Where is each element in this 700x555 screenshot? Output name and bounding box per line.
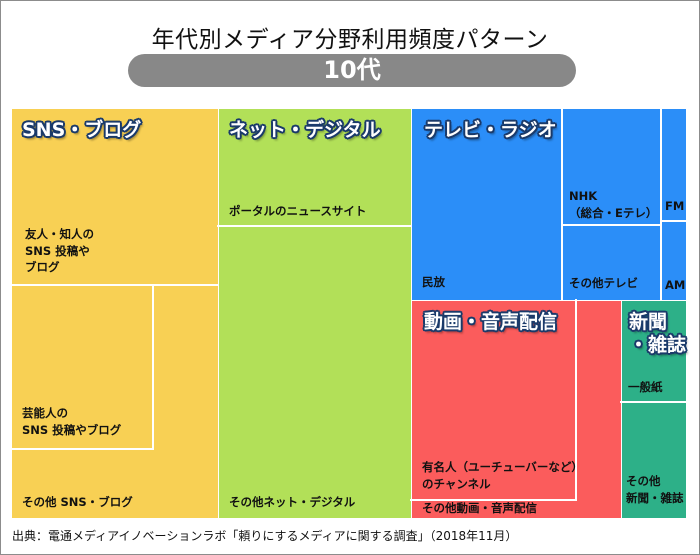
treemap: SNS・ブログ 友人・知人の SNS 投稿や ブログ 芸能人の SNS 投稿やブ… [10, 107, 688, 518]
treemap-block-tv: テレビ・ラジオ 民放 NHK （総合・Eテレ） その他テレビ FM AM [412, 107, 688, 302]
label-tv-am: AM [665, 278, 686, 292]
category-title-net: ネット・デジタル [229, 119, 381, 141]
cell-paper-general [620, 299, 688, 403]
category-title-sns: SNS・ブログ [22, 119, 142, 141]
label-tv-nhk: NHK （総合・Eテレ） [569, 189, 658, 220]
label-net-portal: ポータルのニュースサイト [229, 204, 367, 218]
chart-title: 年代別メディア分野利用頻度パターン [151, 27, 549, 53]
label-sns-celebs: 芸能人の SNS 投稿やブログ [22, 406, 122, 437]
category-title-tv: テレビ・ラジオ [424, 119, 557, 141]
label-tv-minpo: 民放 [422, 275, 445, 289]
label-tv-fm: FM [665, 199, 685, 213]
label-paper-general: 一般紙 [628, 380, 663, 394]
label-net-other: その他ネット・デジタル [229, 495, 356, 509]
cell-net-portal [217, 107, 413, 227]
treemap-block-sns: SNS・ブログ 友人・知人の SNS 投稿や ブログ 芸能人の SNS 投稿やブ… [10, 109, 220, 518]
label-paper-other: その他 新聞・雑誌 [626, 474, 684, 505]
cell-video-youtuber [410, 299, 577, 501]
category-title-paper: 新聞 ・雑誌 [629, 311, 687, 356]
label-sns-other: その他 SNS・ブログ [22, 495, 133, 509]
treemap-block-video: 動画・音声配信 有名人（ユーチューバーなど） のチャンネル その他動画・音声配信 [410, 299, 621, 518]
category-title-video: 動画・音声配信 [424, 311, 558, 333]
treemap-block-net: ネット・デジタル ポータルのニュースサイト その他ネット・デジタル [217, 107, 413, 518]
treemap-block-paper: 新聞 ・雑誌 一般紙 その他 新聞・雑誌 [620, 299, 688, 518]
label-video-youtuber: 有名人（ユーチューバーなど） のチャンネル [422, 460, 583, 491]
source-citation: 出典：電通メディアイノベーションラボ「頼りにするメディアに関する調査」（2018… [12, 529, 518, 543]
label-video-other: その他動画・音声配信 [422, 501, 537, 515]
cell-sns-celebs [10, 284, 154, 450]
cell-tv-fm [660, 107, 688, 222]
label-tv-other: その他テレビ [569, 276, 638, 290]
age-group-badge: 10代 [128, 54, 576, 87]
label-sns-friends: 友人・知人の SNS 投稿や ブログ [25, 227, 94, 275]
cell-tv-other [561, 224, 662, 302]
